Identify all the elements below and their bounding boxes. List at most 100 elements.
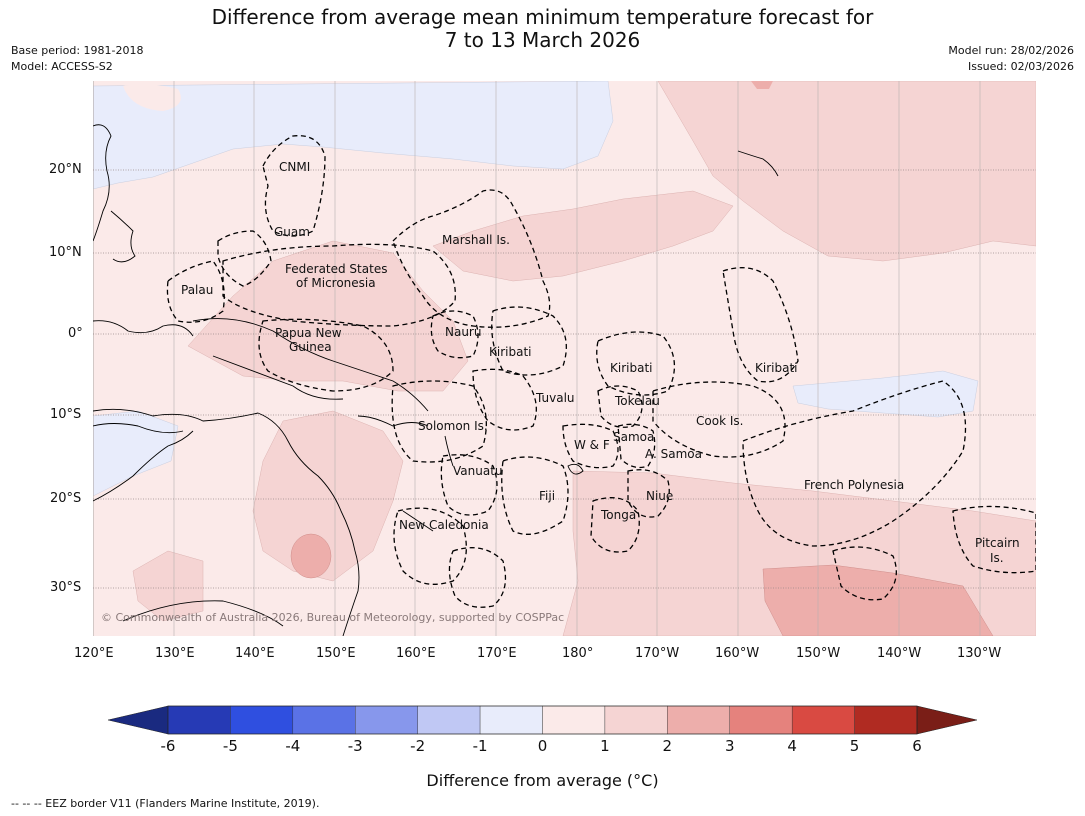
colorbar-segment — [854, 705, 918, 735]
issued-date: Issued: 02/03/2026 — [967, 60, 1074, 73]
lon-label: 180° — [562, 646, 594, 661]
colorbar-tick-label: 6 — [912, 737, 922, 755]
region-label: Tonga — [600, 508, 636, 522]
new-guinea-north-coast — [192, 318, 429, 412]
eez-fiji — [501, 456, 569, 535]
colorbar-segment — [292, 705, 356, 735]
metadata-left: Base period: 1981-2018 Model: ACCESS-S2 — [11, 43, 143, 75]
colorbar-tick-label: -2 — [410, 737, 425, 755]
philippines-coast — [93, 124, 112, 242]
eez-french-polynesia — [742, 380, 967, 547]
region-labels: CNMI Guam Marshall Is. Federated States … — [181, 160, 1020, 565]
warm-anomaly-southeast-core — [762, 564, 994, 636]
colorbar-under-triangle — [107, 705, 169, 735]
region-label: Vanuatu — [453, 464, 503, 478]
lon-label: 140°E — [235, 646, 275, 661]
region-label: of Micronesia — [296, 276, 376, 290]
colorbar-tick-label: 0 — [538, 737, 548, 755]
colorbar-segment — [667, 705, 730, 735]
eez-marshall-islands — [392, 189, 551, 328]
lat-label: 20°S — [50, 491, 82, 506]
hawaii-coast — [737, 150, 779, 177]
eez-wallis-futuna — [562, 423, 619, 469]
colorbar-segment — [542, 705, 606, 735]
warm-anomaly-micronesia — [187, 240, 469, 392]
colorbar-tick-label: -6 — [161, 737, 176, 755]
colorbar-segments — [167, 705, 918, 735]
eez-borders — [166, 135, 1036, 608]
colorbar-tick-label: -1 — [473, 737, 488, 755]
lon-label: 140°W — [877, 646, 922, 661]
lon-label: 120°E — [74, 646, 114, 661]
lon-label: 160°E — [396, 646, 436, 661]
eez-footnote: -- -- -- EEZ border V11 (Flanders Marine… — [11, 797, 320, 810]
region-label: Papua New — [275, 326, 342, 340]
warm-anomaly-marshall — [432, 190, 734, 282]
colorbar-tick-label: 5 — [850, 737, 860, 755]
eez-palau — [166, 260, 225, 323]
model-run: Model run: 28/02/2026 — [948, 44, 1074, 57]
region-label: Kiribati — [755, 361, 797, 375]
region-label: New Caledonia — [399, 518, 489, 532]
warm-anomaly-australia — [252, 410, 404, 582]
australia-north-coast — [93, 430, 194, 502]
region-label: Pitcairn — [975, 536, 1020, 550]
colorbar-segment — [355, 705, 418, 735]
lon-label: 150°E — [316, 646, 356, 661]
longitude-gridlines — [93, 81, 981, 636]
lon-label: 170°E — [477, 646, 517, 661]
warm-anomaly-southwest — [132, 550, 204, 622]
cool-anomaly-east — [792, 370, 979, 418]
eez-tonga — [590, 497, 640, 553]
lat-label: 0° — [68, 326, 83, 341]
region-label: Niue — [646, 489, 673, 503]
indonesia-south-coast — [93, 408, 259, 422]
lat-label: 10°S — [50, 407, 82, 422]
eez-new-caledonia — [393, 507, 467, 585]
colorbar: -6 -5 -4 -3 -2 -1 0 1 2 3 4 5 6 — [107, 705, 978, 755]
eez-austral — [832, 546, 897, 601]
region-label: French Polynesia — [804, 478, 904, 492]
colorbar-tick-label: 2 — [663, 737, 673, 755]
colorbar-tick-label: -4 — [285, 737, 300, 755]
title-line-1: Difference from average mean minimum tem… — [211, 5, 874, 29]
lat-label: 10°N — [49, 245, 82, 260]
colorbar-segment — [604, 705, 668, 735]
fiji-coast — [567, 463, 584, 475]
base-period: Base period: 1981-2018 — [11, 44, 144, 57]
eez-pitcairn — [952, 505, 1036, 574]
vanuatu-coast — [444, 435, 454, 467]
eez-tokelau — [597, 385, 643, 428]
warm-anomaly-northeast — [657, 81, 1036, 262]
region-label: CNMI — [279, 160, 310, 174]
coastlines — [93, 124, 779, 636]
region-label: Guinea — [289, 340, 332, 354]
colorbar-tick-label: -5 — [223, 737, 238, 755]
australia-south-coast — [122, 600, 284, 627]
map-title: Difference from average mean minimum tem… — [0, 6, 1085, 52]
lon-label: 170°W — [635, 646, 680, 661]
region-label: Kiribati — [610, 361, 652, 375]
region-label: Palau — [181, 283, 213, 297]
region-label: W & F — [574, 438, 610, 452]
colorbar-tick-label: 3 — [725, 737, 735, 755]
solomon-islands-coast — [357, 415, 429, 427]
lon-label: 130°E — [155, 646, 195, 661]
model-name: Model: ACCESS-S2 — [11, 60, 113, 73]
new-caledonia-coast — [402, 510, 434, 532]
region-label: Kiribati — [489, 345, 531, 359]
warm-anomaly-north-core — [751, 81, 773, 89]
region-label: Tokelau — [614, 394, 660, 408]
region-label: A. Samoa — [645, 447, 702, 461]
eez-vanuatu — [440, 454, 498, 516]
metadata-right: Model run: 28/02/2026 Issued: 02/03/2026 — [948, 43, 1074, 75]
eez-kiribati-west — [491, 306, 567, 376]
colorbar-segment — [167, 705, 231, 735]
timor-coast — [93, 423, 184, 434]
region-label: Solomon Is. — [418, 419, 488, 433]
region-label: Samoa — [613, 430, 654, 444]
eez-guam — [217, 230, 272, 287]
colorbar-label: Difference from average (°C) — [426, 771, 659, 790]
eez-kiribati-east — [722, 267, 799, 383]
warm-patch-north — [123, 84, 181, 111]
